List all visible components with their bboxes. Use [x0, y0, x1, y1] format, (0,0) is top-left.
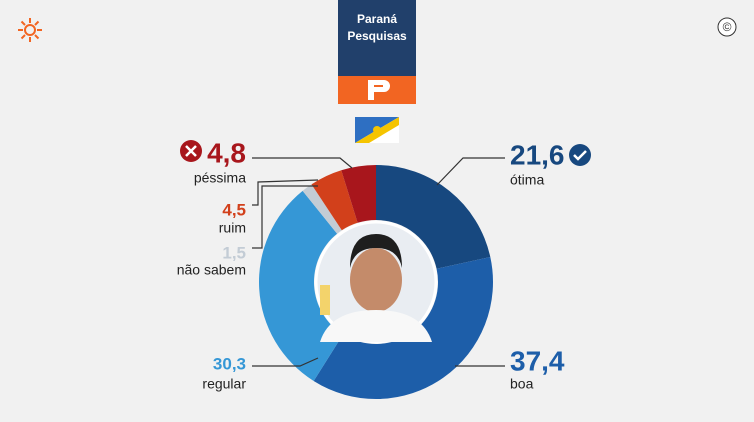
donut-slice — [311, 170, 358, 231]
photo — [314, 220, 438, 344]
category-label: não sabem — [177, 262, 246, 278]
value-label: 4,8 — [207, 137, 246, 168]
donut-slice — [258, 190, 343, 382]
donut-slice — [341, 165, 376, 223]
copyright-badge — [717, 17, 737, 37]
category-label: regular — [202, 376, 246, 392]
sun-logo — [18, 18, 42, 42]
value-label: 21,6 — [510, 139, 565, 170]
header-line: Paraná — [357, 12, 397, 26]
donut-slice — [313, 257, 494, 400]
header-line: Pesquisas — [347, 29, 407, 43]
value-label: 30,3 — [213, 354, 246, 373]
logo-p — [368, 80, 390, 100]
header-box — [338, 0, 416, 76]
check-icon — [569, 144, 591, 166]
donut-slice — [376, 165, 491, 269]
copyright: © — [723, 20, 732, 34]
value-label: 4,5 — [222, 200, 246, 219]
flag — [355, 117, 399, 143]
value-label: 1,5 — [222, 243, 246, 262]
category-label: boa — [510, 376, 534, 392]
donut-slice — [302, 184, 342, 234]
category-label: ótima — [510, 172, 544, 188]
category-label: péssima — [194, 170, 246, 186]
category-label: ruim — [219, 220, 246, 236]
x-icon — [180, 140, 202, 162]
leader-lines — [252, 157, 505, 367]
value-label: 37,4 — [510, 345, 565, 376]
